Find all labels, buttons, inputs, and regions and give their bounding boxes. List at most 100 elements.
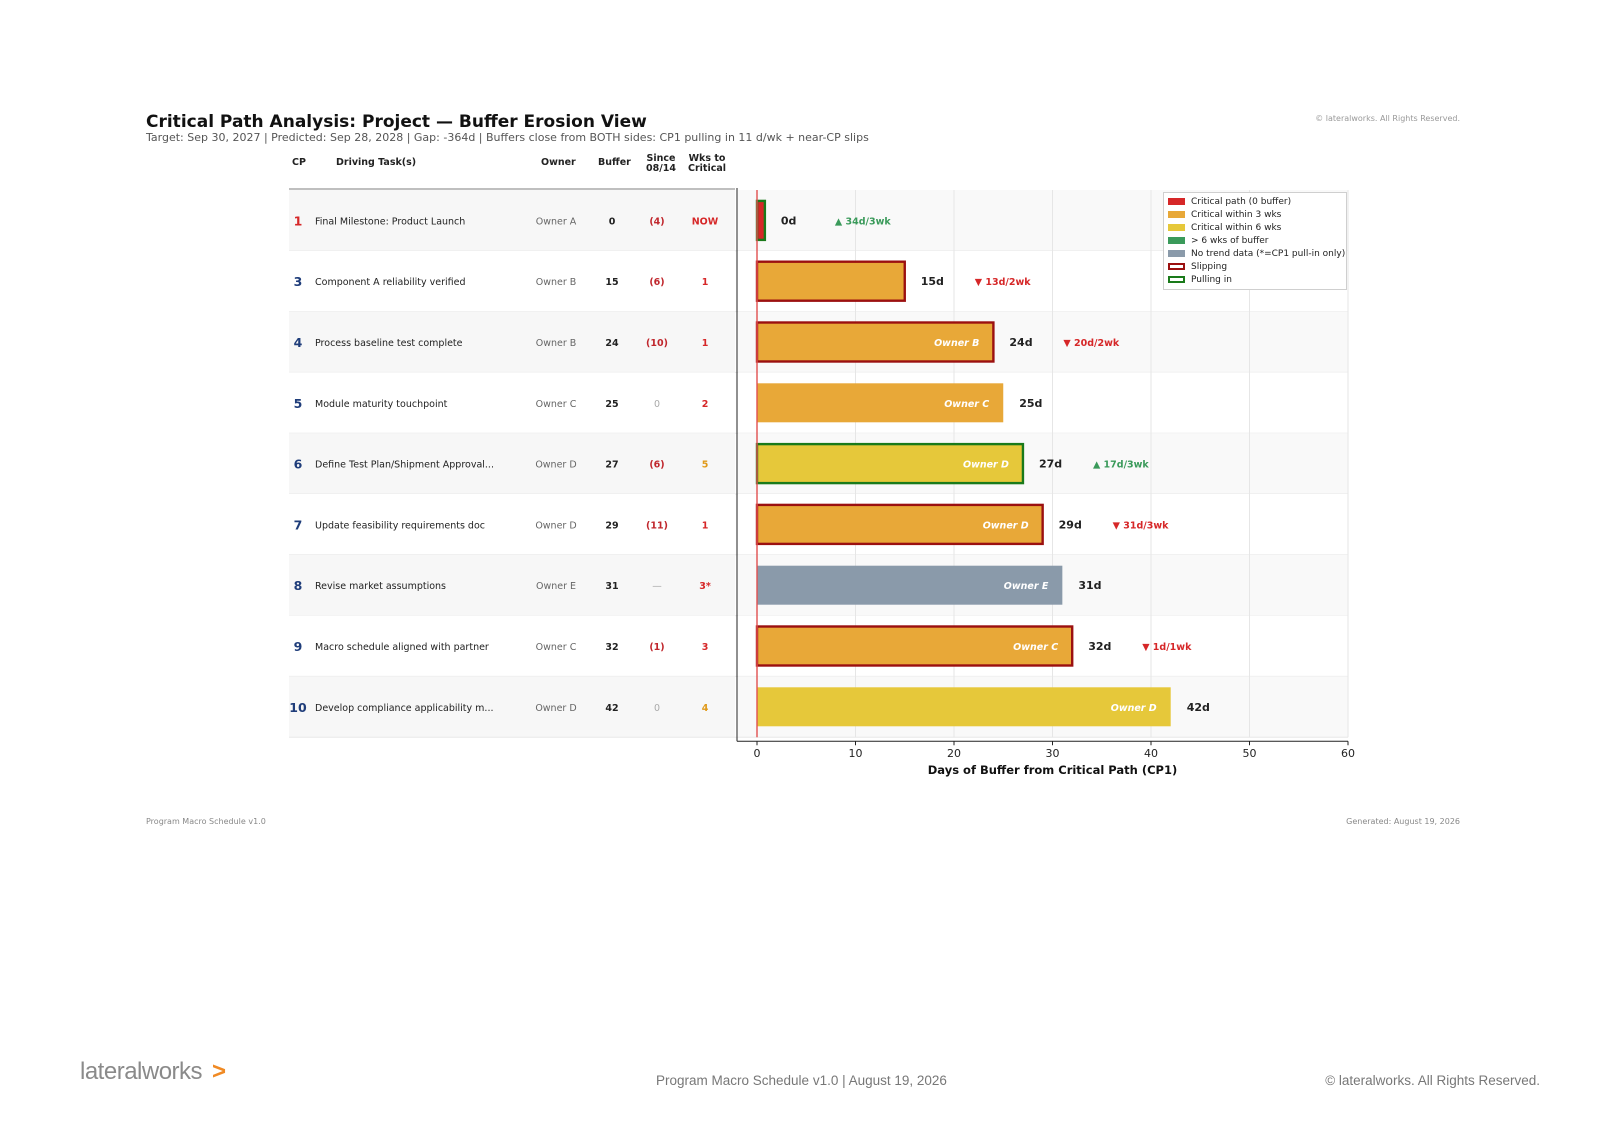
cp-number: 9 <box>294 639 303 654</box>
wks-to-critical-cell: 5 <box>702 460 709 471</box>
legend-item: Critical within 6 wks <box>1168 221 1341 234</box>
since-cell: 0 <box>654 399 660 410</box>
bar-value-label: 27d <box>1039 458 1062 471</box>
col-header-wks: Wks to Critical <box>682 154 732 174</box>
legend-item: Slipping <box>1168 260 1341 273</box>
wks-to-critical-cell: 1 <box>702 277 709 288</box>
bar-value-label: 42d <box>1187 701 1210 714</box>
table-row-bg <box>289 676 735 738</box>
table-row-bg <box>289 615 735 677</box>
col-header-buffer: Buffer <box>598 157 631 168</box>
x-tick-label: 40 <box>1144 747 1158 760</box>
bar <box>755 199 767 242</box>
table-row-bg <box>289 190 735 251</box>
buffer-cell: 32 <box>605 642 618 653</box>
trend-label: ▼ 31d/3wk <box>1113 520 1169 531</box>
wks-to-critical-cell: 2 <box>702 399 709 410</box>
bar-value-label: 0d <box>781 214 797 227</box>
x-tick-label: 30 <box>1046 747 1060 760</box>
bar-value-label: 31d <box>1078 579 1101 592</box>
logo-text: lateralworks <box>80 1058 203 1085</box>
since-cell: — <box>652 581 662 592</box>
table-row-bg <box>289 250 735 312</box>
task-name: Macro schedule aligned with partner <box>315 642 489 653</box>
cp-number: 10 <box>289 700 307 715</box>
wks-to-critical-cell: 1 <box>702 520 709 531</box>
bar-owner-label: Owner B <box>934 338 979 349</box>
since-cell: (6) <box>649 460 664 471</box>
bar <box>755 442 1025 485</box>
x-tick-label: 10 <box>849 747 863 760</box>
legend-label: Slipping <box>1191 261 1228 272</box>
legend-label: Critical within 3 wks <box>1191 209 1282 220</box>
table-row-bg <box>289 372 735 434</box>
bar-value-label: 25d <box>1019 397 1042 410</box>
task-name: Module maturity touchpoint <box>315 399 448 410</box>
buffer-cell: 27 <box>605 460 618 471</box>
buffer-cell: 24 <box>605 338 619 349</box>
task-name: Revise market assumptions <box>315 581 446 592</box>
legend-label: No trend data (*=CP1 pull-in only) <box>1191 248 1346 259</box>
generated-date-small: Generated: August 19, 2026 <box>1346 817 1460 826</box>
trend-label: ▼ 1d/1wk <box>1142 642 1192 653</box>
buffer-cell: 25 <box>605 399 618 410</box>
legend-item: > 6 wks of buffer <box>1168 234 1341 247</box>
legend-label: > 6 wks of buffer <box>1191 235 1269 246</box>
trend-label: ▲ 17d/3wk <box>1093 460 1149 471</box>
trend-label: ▼ 20d/2wk <box>1063 338 1119 349</box>
cp-number: 7 <box>294 517 303 532</box>
x-tick-label: 0 <box>754 747 761 760</box>
cp-number: 3 <box>294 274 303 289</box>
since-cell: (6) <box>649 277 664 288</box>
legend-label: Critical within 6 wks <box>1191 222 1282 233</box>
col-header-cp: CP <box>292 157 306 168</box>
owner-cell: Owner D <box>535 703 576 714</box>
footer-document-info: Program Macro Schedule v1.0 | August 19,… <box>656 1073 947 1088</box>
cp-number: 4 <box>294 335 303 350</box>
x-tick-label: 20 <box>947 747 961 760</box>
wks-to-critical-cell: 4 <box>702 703 709 714</box>
owner-cell: Owner D <box>535 520 576 531</box>
legend-swatch <box>1168 250 1185 257</box>
task-name: Define Test Plan/Shipment Approval... <box>315 460 494 471</box>
legend-swatch <box>1168 237 1185 244</box>
col-header-wks-line1: Wks to <box>688 153 726 164</box>
chart-legend: Critical path (0 buffer) Critical within … <box>1163 192 1347 290</box>
legend-label: Critical path (0 buffer) <box>1191 196 1292 207</box>
trend-label: ▲ 34d/3wk <box>835 216 891 227</box>
bar <box>755 260 906 302</box>
chart-subtitle: Target: Sep 30, 2027 | Predicted: Sep 28… <box>146 131 869 144</box>
table-row-bg <box>289 494 735 555</box>
wks-to-critical-cell: 3 <box>702 642 709 653</box>
bar-owner-label: Owner C <box>1013 642 1058 653</box>
bar <box>757 687 1171 727</box>
logo-chevron-icon: > <box>212 1058 226 1085</box>
chart-title: Critical Path Analysis: Project — Buffer… <box>146 112 647 132</box>
cp-number: 1 <box>294 213 303 228</box>
owner-cell: Owner A <box>536 216 577 227</box>
bar-owner-label: Owner C <box>944 399 989 410</box>
bar-value-label: 29d <box>1059 518 1082 531</box>
buffer-cell: 29 <box>605 520 618 531</box>
bar-value-label: 15d <box>921 275 944 288</box>
col-header-since-line2: 08/14 <box>646 163 676 174</box>
x-tick-label: 50 <box>1243 747 1257 760</box>
bar <box>757 565 1063 605</box>
buffer-cell: 15 <box>605 277 618 288</box>
legend-item: No trend data (*=CP1 pull-in only) <box>1168 247 1345 260</box>
legend-swatch <box>1168 224 1185 231</box>
since-cell: (10) <box>646 338 668 349</box>
trend-label: ▼ 13d/2wk <box>975 277 1031 288</box>
cp-number: 5 <box>294 396 303 411</box>
table-row-bg <box>289 554 735 616</box>
buffer-cell: 31 <box>605 581 618 592</box>
task-name: Process baseline test complete <box>315 338 463 349</box>
owner-cell: Owner E <box>536 581 576 592</box>
cp-number: 8 <box>294 578 303 593</box>
table-row-bg <box>289 433 735 494</box>
task-name: Update feasibility requirements doc <box>315 520 485 531</box>
legend-swatch <box>1168 276 1185 283</box>
bar-owner-label: Owner E <box>1004 581 1049 592</box>
x-axis-title: Days of Buffer from Critical Path (CP1) <box>928 763 1177 777</box>
